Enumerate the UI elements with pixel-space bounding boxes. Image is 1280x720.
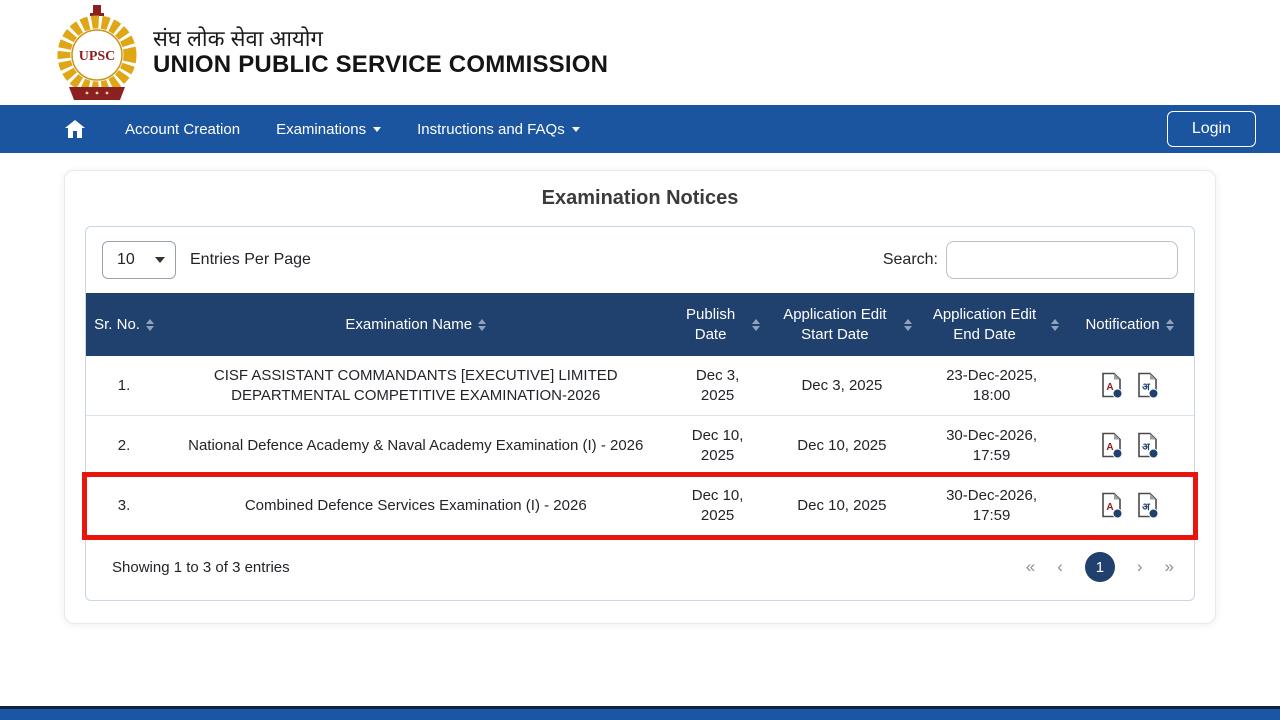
- notification-hindi-pdf-icon[interactable]: अ: [1137, 492, 1159, 519]
- cell-notification: A अ: [1065, 415, 1194, 476]
- notification-hindi-pdf-icon[interactable]: अ: [1137, 372, 1159, 399]
- entries-summary: Showing 1 to 3 of 3 entries: [112, 558, 290, 576]
- column-header-application-edit-end[interactable]: Application Edit End Date: [917, 293, 1066, 356]
- page-header: UPSC संघ लोक सेवा आयोग UNION PUBLIC SERV…: [0, 0, 1280, 105]
- upsc-logo-text: UPSC: [79, 49, 116, 64]
- cell-edit-start-date: Dec 10, 2025: [765, 415, 918, 476]
- page-title: Examination Notices: [541, 187, 739, 209]
- notification-english-pdf-icon[interactable]: A: [1101, 432, 1123, 459]
- table-row: 2. National Defence Academy & Naval Acad…: [86, 415, 1194, 476]
- chevron-down-icon: [571, 126, 580, 132]
- table-footer: Showing 1 to 3 of 3 entries « ‹ 1 › »: [86, 536, 1194, 600]
- notification-english-pdf-icon[interactable]: A: [1101, 492, 1123, 519]
- cell-publish-date: Dec 10, 2025: [669, 475, 766, 536]
- svg-text:A: A: [1106, 502, 1113, 513]
- cell-publish-date: Dec 3, 2025: [669, 356, 766, 416]
- sort-icon: [145, 318, 154, 331]
- org-name-english: UNION PUBLIC SERVICE COMMISSION: [153, 51, 609, 79]
- column-header-examination-name[interactable]: Examination Name: [162, 293, 670, 356]
- examination-notices-table: Sr. No. Examination Name Publish Date Ap…: [82, 293, 1198, 540]
- cell-examination-name: Combined Defence Services Examination (I…: [162, 475, 670, 536]
- entries-per-page-select[interactable]: 10: [102, 241, 176, 279]
- svg-text:अ: अ: [1142, 442, 1151, 453]
- search-label: Search:: [882, 251, 938, 268]
- chevron-down-icon: [373, 126, 382, 132]
- cell-examination-name: CISF ASSISTANT COMMANDANTS [EXECUTIVE] L…: [162, 356, 670, 416]
- cell-examination-name: National Defence Academy & Naval Academy…: [162, 415, 670, 476]
- nav-item-label: Examinations: [276, 120, 367, 138]
- cell-edit-start-date: Dec 3, 2025: [765, 356, 918, 416]
- column-header-sr-no[interactable]: Sr. No.: [86, 293, 163, 356]
- nav-item-label: Instructions and FAQs: [417, 120, 565, 138]
- search-input[interactable]: [946, 241, 1178, 279]
- sort-icon: [903, 318, 912, 331]
- cell-sr-no: 2.: [86, 415, 163, 476]
- org-name-hindi: संघ लोक सेवा आयोग: [153, 25, 323, 51]
- footer-bar: [0, 706, 1280, 720]
- cell-edit-end-date: 30-Dec-2026, 17:59: [917, 415, 1066, 476]
- table-controls: 10 Entries Per Page Search:: [86, 227, 1194, 293]
- chevron-down-icon: [155, 257, 165, 263]
- entries-select-value: 10: [117, 251, 135, 268]
- main-navbar: Account Creation Examinations Instructio…: [0, 105, 1280, 153]
- cell-sr-no: 3.: [86, 475, 163, 536]
- cell-edit-end-date: 30-Dec-2026, 17:59: [917, 475, 1066, 536]
- table-panel: 10 Entries Per Page Search: Sr. No. Exam: [82, 226, 1198, 601]
- pagination-page-1-button[interactable]: 1: [1084, 552, 1115, 582]
- svg-text:अ: अ: [1142, 502, 1151, 513]
- cell-edit-end-date: 23-Dec-2025, 18:00: [917, 356, 1066, 416]
- sort-icon: [751, 318, 760, 331]
- home-button[interactable]: [55, 120, 95, 138]
- cell-notification: A अ: [1065, 475, 1194, 536]
- examination-notices-card: Examination Notices 10 Entries Per Page …: [64, 170, 1216, 624]
- nav-item-instructions-faqs[interactable]: Instructions and FAQs: [399, 107, 598, 152]
- upsc-emblem-logo: UPSC: [57, 4, 137, 100]
- column-header-publish-date[interactable]: Publish Date: [669, 293, 766, 356]
- sort-icon: [1051, 318, 1060, 331]
- svg-text:A: A: [1106, 382, 1113, 393]
- login-button[interactable]: Login: [1166, 111, 1256, 147]
- cell-notification: A अ: [1065, 356, 1194, 416]
- nav-item-examinations[interactable]: Examinations: [258, 107, 399, 152]
- cell-edit-start-date: Dec 10, 2025: [765, 475, 918, 536]
- svg-text:अ: अ: [1142, 382, 1151, 393]
- nav-item-account-creation[interactable]: Account Creation: [107, 107, 258, 152]
- home-icon: [65, 120, 85, 138]
- pagination: « ‹ 1 › »: [1026, 552, 1174, 582]
- cell-publish-date: Dec 10, 2025: [669, 415, 766, 476]
- cell-sr-no: 1.: [86, 356, 163, 416]
- pagination-prev-button[interactable]: ‹: [1057, 557, 1063, 576]
- entries-per-page-label: Entries Per Page: [190, 251, 311, 268]
- column-header-notification[interactable]: Notification: [1065, 293, 1194, 356]
- pagination-next-button[interactable]: ›: [1136, 557, 1143, 576]
- sort-icon: [1165, 318, 1174, 331]
- table-row: 1. CISF ASSISTANT COMMANDANTS [EXECUTIVE…: [86, 356, 1194, 416]
- org-name-block: संघ लोक सेवा आयोग UNION PUBLIC SERVICE C…: [153, 26, 608, 79]
- sort-icon: [478, 318, 487, 331]
- column-header-application-edit-start[interactable]: Application Edit Start Date: [765, 293, 918, 356]
- notification-english-pdf-icon[interactable]: A: [1101, 372, 1123, 399]
- pagination-last-button[interactable]: »: [1164, 557, 1174, 576]
- table-row-highlighted: 3. Combined Defence Services Examination…: [82, 471, 1198, 540]
- notification-hindi-pdf-icon[interactable]: अ: [1137, 432, 1159, 459]
- svg-text:A: A: [1106, 442, 1113, 453]
- table-header-row: Sr. No. Examination Name Publish Date Ap…: [86, 293, 1194, 356]
- pagination-first-button[interactable]: «: [1025, 557, 1036, 576]
- nav-item-label: Account Creation: [125, 120, 241, 138]
